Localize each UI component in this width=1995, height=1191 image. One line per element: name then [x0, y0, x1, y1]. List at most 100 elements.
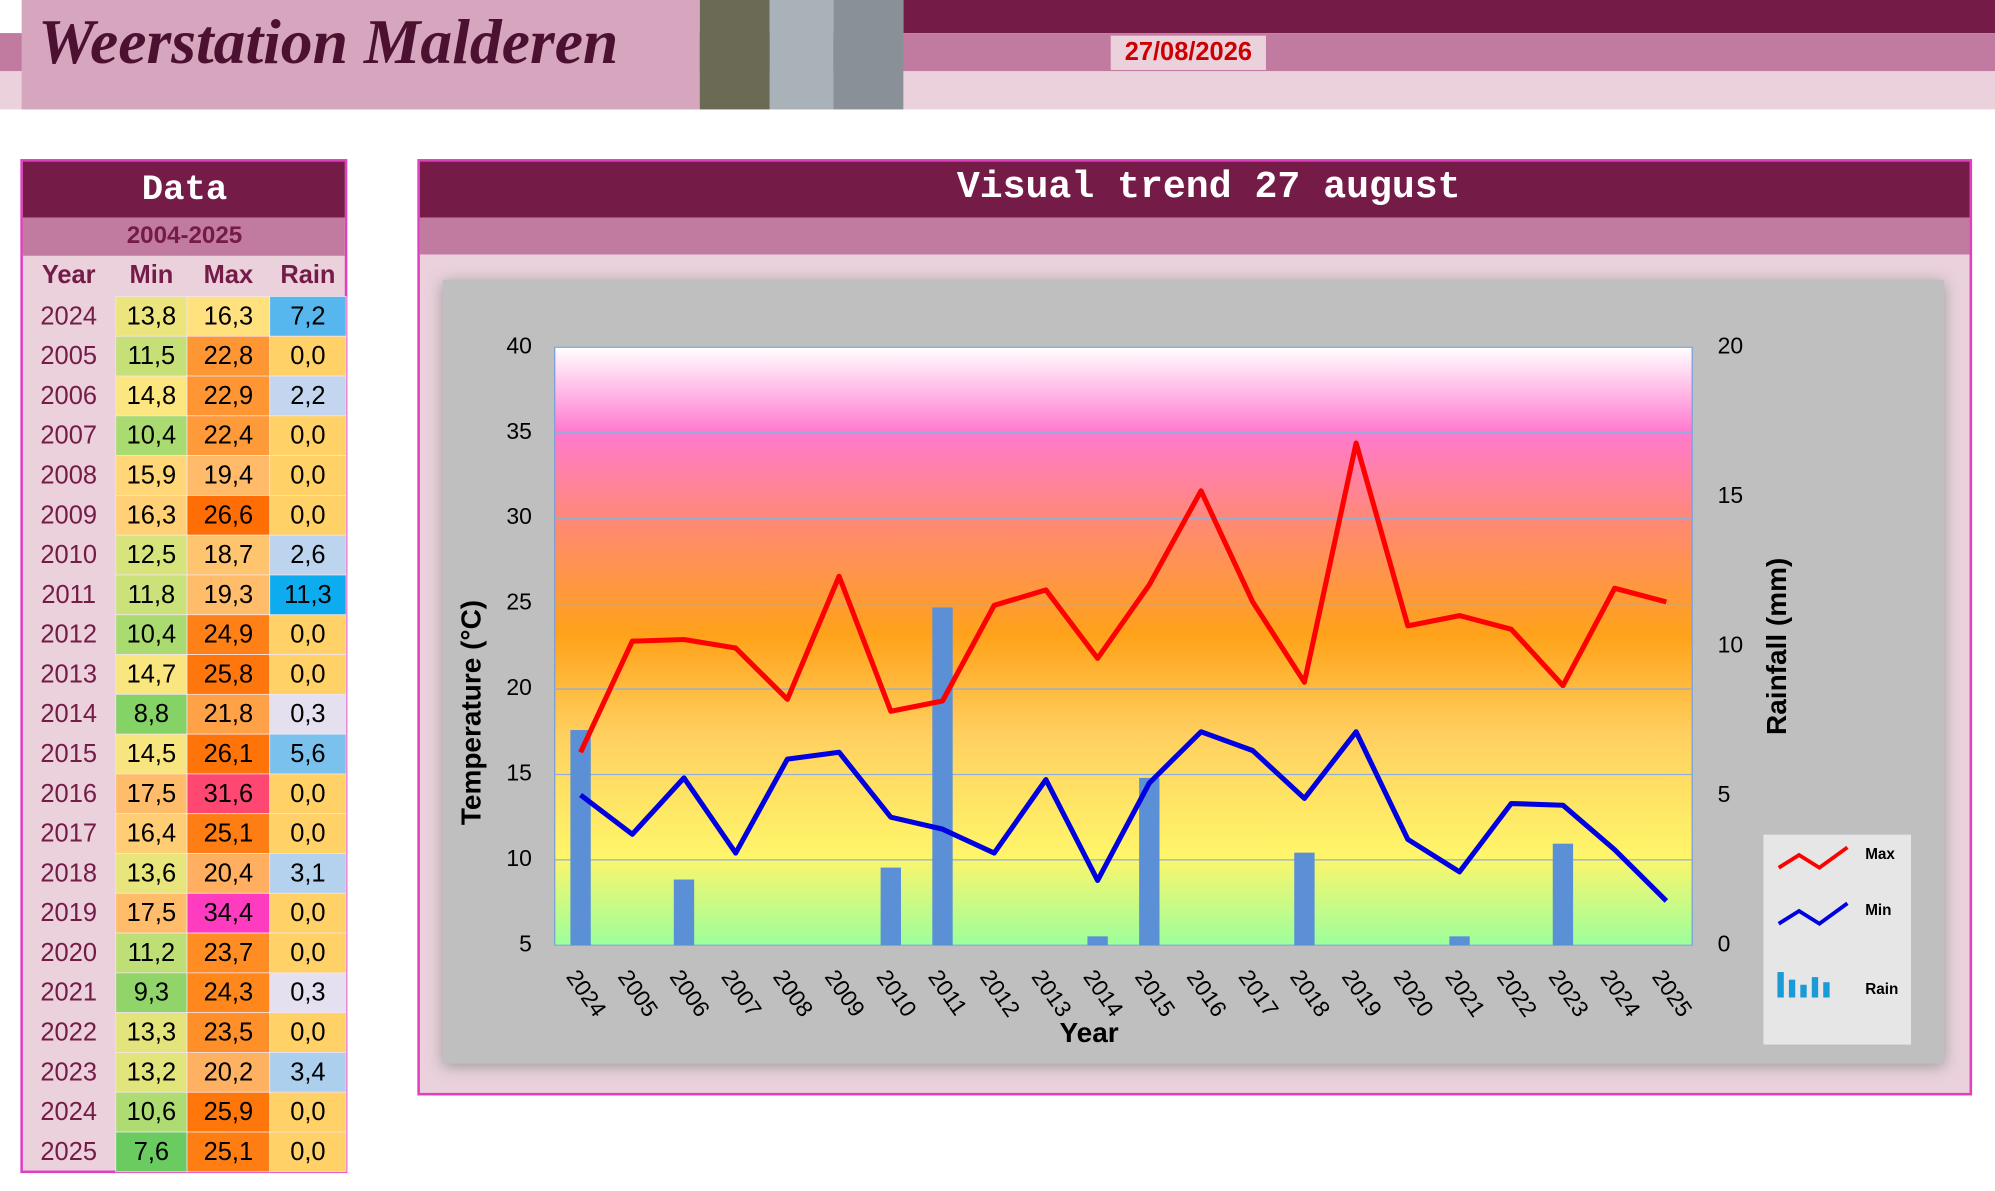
x-axis-title: Year [1060, 1017, 1119, 1048]
year-label: 2020 [40, 939, 97, 967]
line [579, 729, 1669, 903]
cell-value: 17,5 [127, 780, 177, 808]
cell-value: 16,3 [127, 501, 177, 529]
cell-value: 22,9 [204, 382, 254, 410]
cell [115, 574, 188, 616]
cell [269, 455, 347, 496]
year-label: 2017 [40, 820, 97, 848]
cell [115, 614, 188, 655]
y-tick-label: 35 [506, 418, 531, 444]
cell [115, 1131, 188, 1173]
cell-value: 22,4 [204, 422, 254, 450]
cell-value: 2,2 [290, 382, 325, 410]
cell-value: 10,4 [127, 621, 177, 649]
legend-swatch [1777, 901, 1849, 927]
year-label: 2018 [40, 859, 97, 887]
cell-value: 31,6 [204, 780, 254, 808]
cell-value: 0,0 [290, 660, 325, 688]
cell-value: 25,1 [204, 820, 254, 848]
cell [269, 1131, 347, 1173]
cell [269, 296, 347, 337]
cell [269, 614, 347, 655]
rain-bar [673, 879, 695, 946]
cell-value: 16,3 [204, 302, 254, 330]
cell-value: 12,5 [127, 541, 177, 569]
cell-value: 19,4 [204, 461, 254, 489]
year-label: 2006 [40, 382, 97, 410]
cell [115, 495, 188, 536]
cell [186, 455, 271, 496]
cell [269, 773, 347, 815]
y-tick-label: 20 [506, 674, 531, 700]
cell [269, 1012, 347, 1053]
line [578, 440, 1667, 754]
year-label: 2011 [41, 581, 96, 609]
cell-value: 23,7 [204, 939, 254, 967]
photo [769, 0, 834, 110]
cell [269, 654, 347, 695]
year-label: 2013 [40, 660, 97, 688]
table-title: Data [142, 169, 227, 210]
cell-value: 0,3 [290, 979, 325, 1007]
y2-tick-label: 0 [1718, 930, 1731, 956]
cell-value: 0,0 [290, 899, 325, 927]
cell [186, 733, 271, 775]
chart-subtitle-bar [419, 217, 1970, 255]
cell [269, 892, 347, 934]
cell [269, 375, 347, 417]
cell-value: 11,2 [128, 939, 176, 967]
legend-label: Rain [1865, 981, 1898, 998]
column-header: Rain [280, 261, 335, 289]
cell [269, 415, 347, 456]
year-label: 2008 [40, 461, 97, 489]
year-label: 2025 [40, 1138, 97, 1166]
cell-value: 5,6 [290, 740, 325, 768]
cell-value: 14,5 [127, 740, 177, 768]
cell-value: 26,6 [204, 501, 254, 529]
cell [186, 932, 271, 974]
table-subtitle-bar [22, 217, 345, 256]
cell-value: 10,6 [127, 1098, 177, 1126]
cell [115, 733, 188, 775]
year-label: 2024 [40, 1098, 97, 1126]
cell-value: 0,0 [290, 780, 325, 808]
y-axis-title: Temperature (°C) [456, 600, 487, 825]
cell-value: 0,0 [290, 621, 325, 649]
cell [115, 773, 188, 815]
cell [186, 853, 271, 894]
cell [269, 813, 347, 854]
data-table: Data 2004-2025 Year Min Max Rain 2024 13,8 16,… [20, 159, 348, 1174]
cell-value: 24,3 [204, 979, 254, 1007]
cell [269, 574, 347, 616]
cell [186, 296, 271, 337]
cell [186, 1052, 271, 1093]
cell [186, 415, 271, 456]
cell-value: 22,8 [204, 342, 254, 370]
cell [186, 614, 271, 655]
year-label: 2010 [40, 541, 97, 569]
cell [269, 932, 347, 974]
cell-value: 25,8 [204, 660, 254, 688]
cell [269, 693, 347, 735]
cell [186, 1012, 271, 1053]
rain-bar [1449, 936, 1470, 946]
title-block [21, 0, 700, 110]
cell-value: 2,6 [290, 541, 325, 569]
rain-bar [1552, 843, 1574, 946]
y2-tick-label: 10 [1718, 631, 1743, 657]
cell-value: 7,6 [134, 1138, 169, 1166]
table-subtitle: 2004-2025 [127, 222, 243, 249]
year-label: 2022 [40, 1019, 97, 1047]
cell-value: 17,5 [127, 899, 177, 927]
y-tick-label: 10 [506, 845, 531, 871]
cell [269, 1091, 347, 1133]
cell-value: 0,0 [290, 461, 325, 489]
legend-swatch [1777, 972, 1784, 998]
cell [269, 335, 347, 377]
y2-tick-label: 15 [1718, 482, 1743, 508]
rain-bar [1294, 852, 1315, 946]
cell [115, 892, 188, 934]
photo [833, 0, 904, 110]
